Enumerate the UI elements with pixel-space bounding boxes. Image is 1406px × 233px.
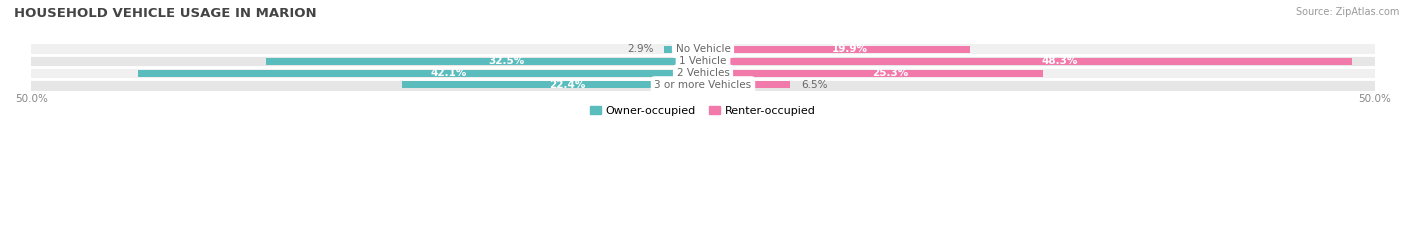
Text: Source: ZipAtlas.com: Source: ZipAtlas.com	[1295, 7, 1399, 17]
Text: 22.4%: 22.4%	[550, 80, 586, 90]
Bar	[138, 69, 703, 77]
Bar	[31, 67, 1375, 79]
Text: 48.3%: 48.3%	[1042, 56, 1078, 66]
Legend: Owner-occupied, Renter-occupied: Owner-occupied, Renter-occupied	[591, 106, 815, 116]
Text: 3 or more Vehicles: 3 or more Vehicles	[654, 80, 752, 90]
Bar	[703, 81, 790, 88]
Bar	[664, 46, 703, 53]
Text: 42.1%: 42.1%	[430, 68, 467, 78]
Bar	[31, 79, 1375, 91]
Bar	[402, 81, 703, 88]
Bar	[703, 69, 1043, 77]
Bar	[31, 55, 1375, 67]
Bar	[31, 44, 1375, 55]
Bar	[703, 46, 970, 53]
Text: HOUSEHOLD VEHICLE USAGE IN MARION: HOUSEHOLD VEHICLE USAGE IN MARION	[14, 7, 316, 20]
Text: 32.5%: 32.5%	[488, 56, 524, 66]
Text: No Vehicle: No Vehicle	[675, 45, 731, 55]
Text: 25.3%: 25.3%	[872, 68, 908, 78]
Text: 1 Vehicle: 1 Vehicle	[679, 56, 727, 66]
Text: 2.9%: 2.9%	[627, 45, 654, 55]
Text: 19.9%: 19.9%	[832, 45, 868, 55]
Text: 2 Vehicles: 2 Vehicles	[676, 68, 730, 78]
Bar	[267, 58, 703, 65]
Text: 6.5%: 6.5%	[801, 80, 828, 90]
Bar	[703, 58, 1351, 65]
